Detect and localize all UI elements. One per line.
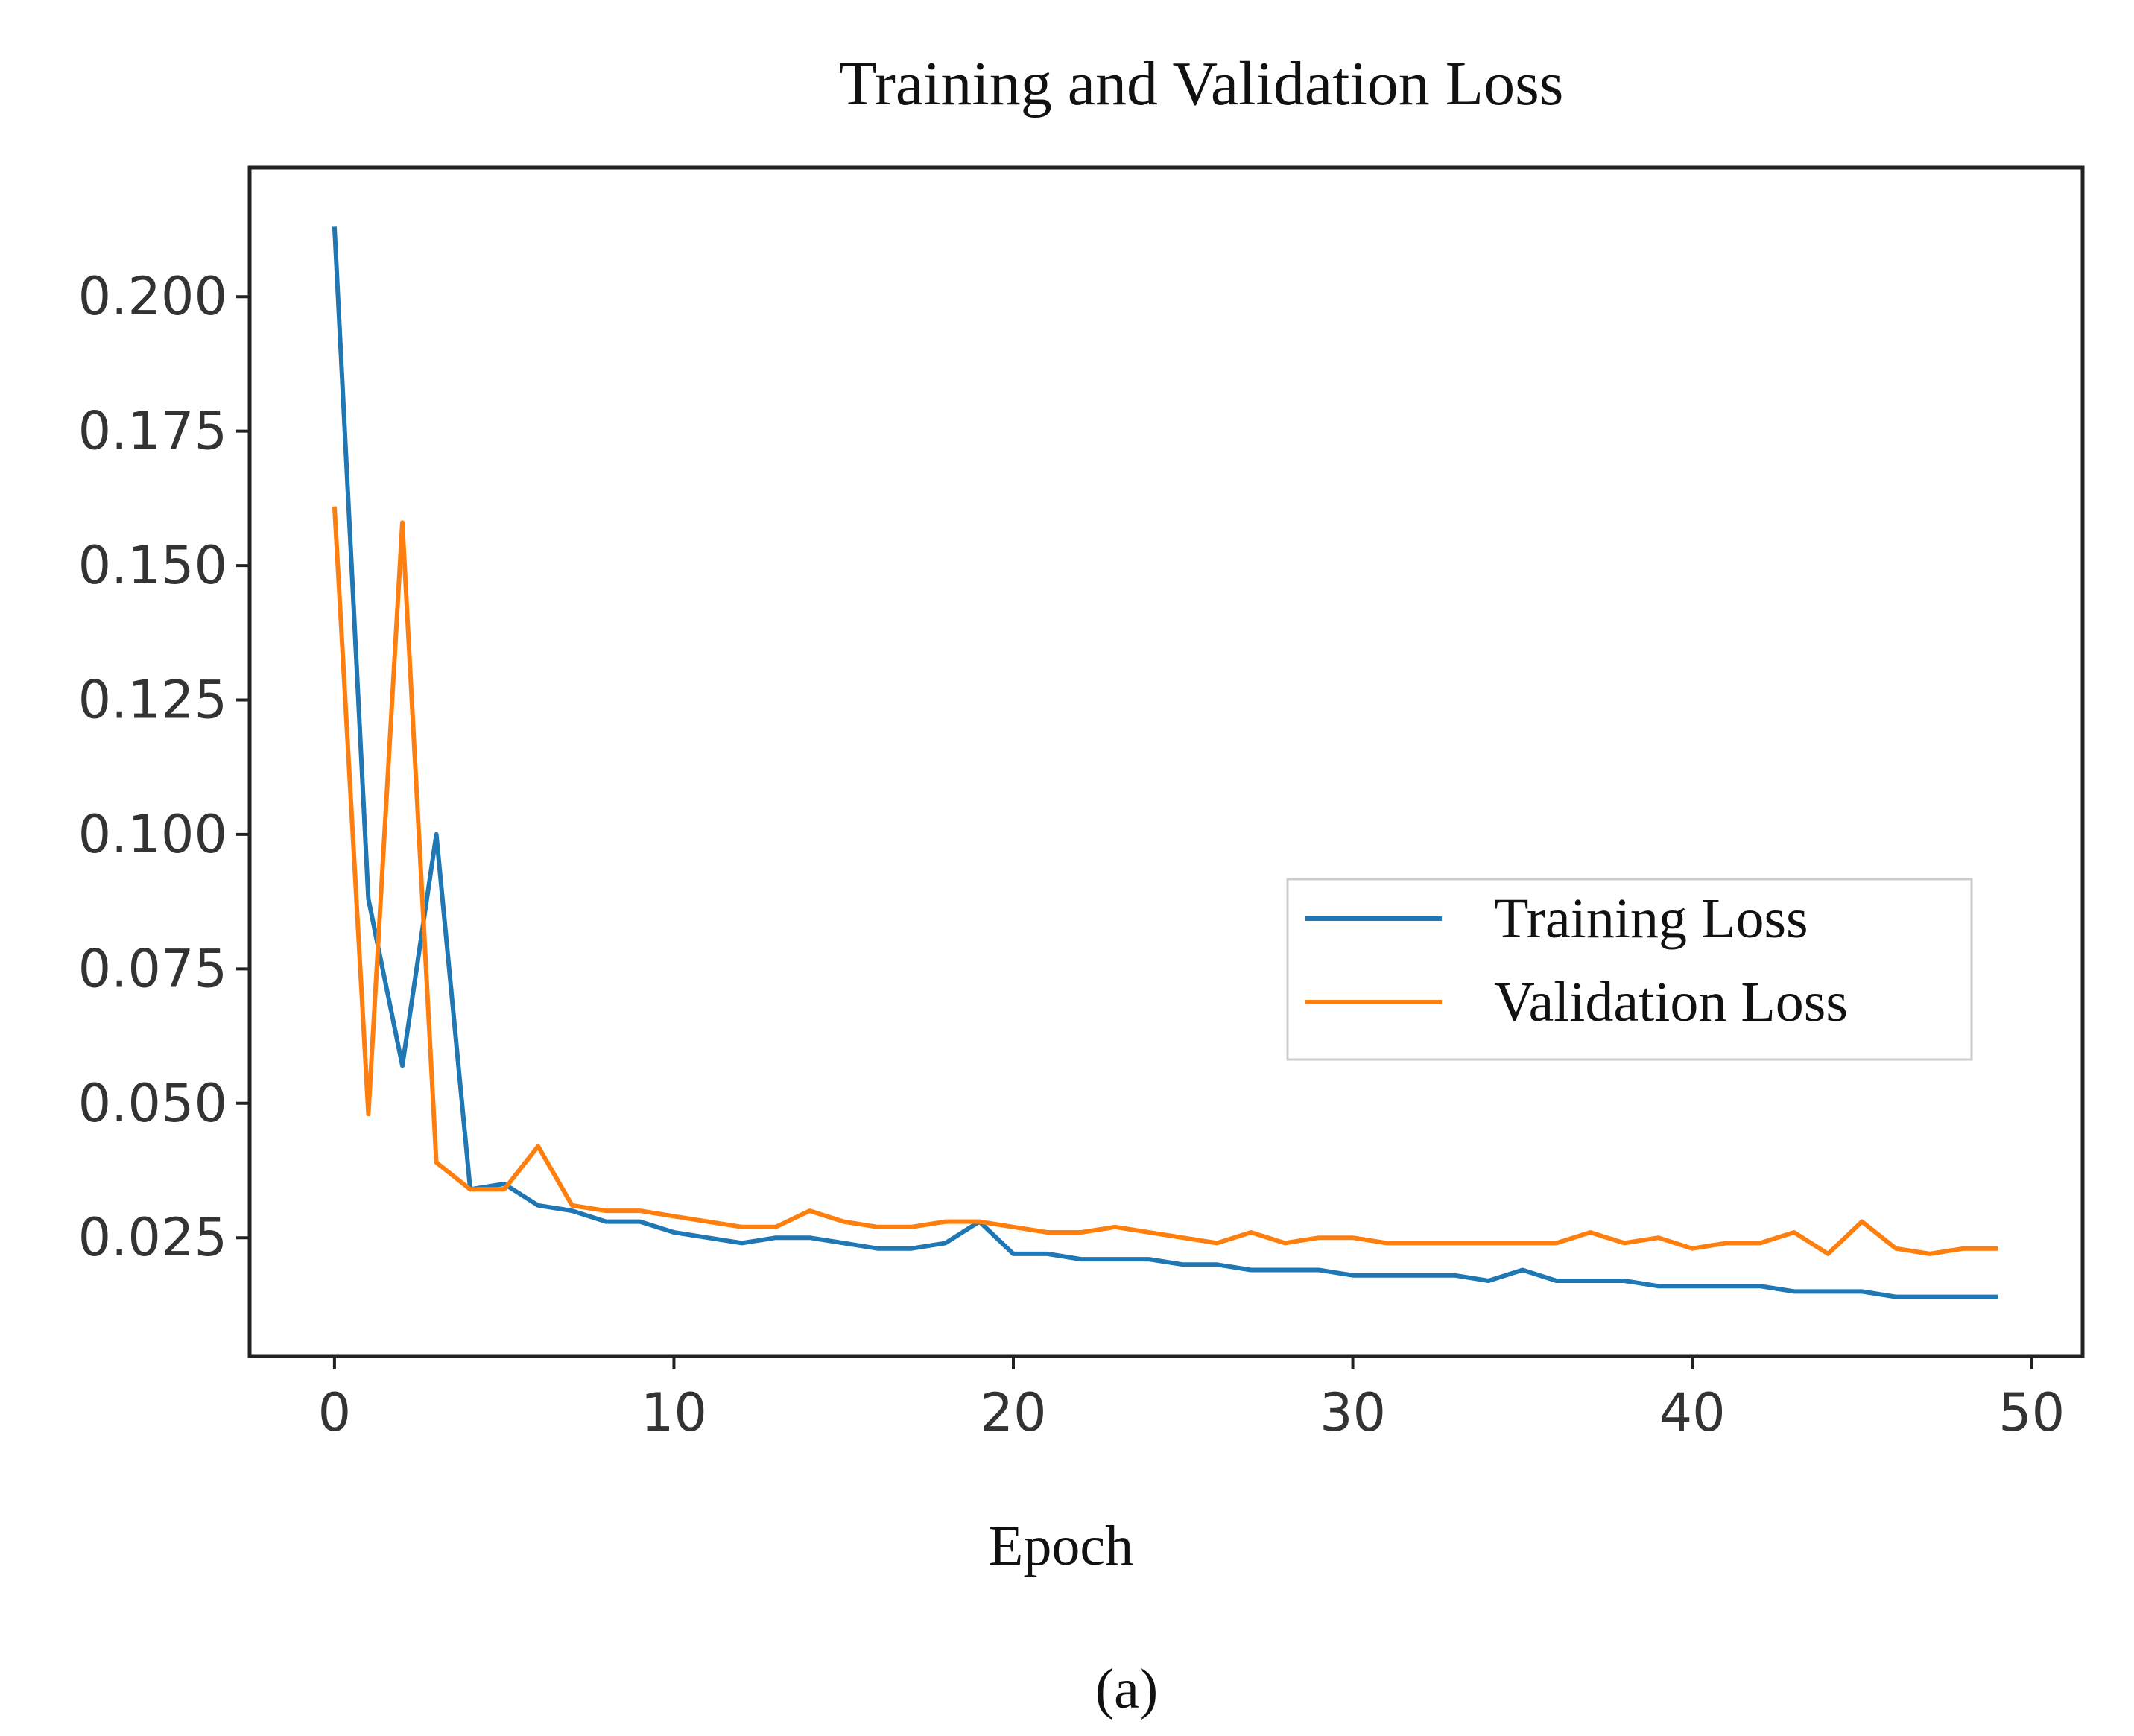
legend: Training Loss Validation Loss bbox=[1286, 878, 1973, 1061]
x-tick-label: 30 bbox=[1320, 1382, 1386, 1443]
y-tick-label: 0.100 bbox=[78, 804, 227, 865]
x-tick-label: 20 bbox=[980, 1382, 1046, 1443]
figure-caption: (a) bbox=[1095, 1658, 1158, 1720]
x-axis-label: Epoch bbox=[989, 1515, 1133, 1577]
y-tick-label: 0.075 bbox=[78, 938, 227, 999]
x-axis: 0 10 20 30 40 50 bbox=[318, 1356, 2065, 1443]
y-tick-label: 0.150 bbox=[78, 535, 227, 596]
y-tick-label: 0.175 bbox=[78, 401, 227, 462]
x-tick-label: 40 bbox=[1659, 1382, 1726, 1443]
y-axis: 0.025 0.050 0.075 0.100 0.125 0.150 0.175 0.200 bbox=[78, 266, 250, 1268]
legend-frame bbox=[1286, 878, 1973, 1061]
series-line-validation-loss bbox=[332, 506, 1998, 1256]
y-tick-label: 0.125 bbox=[78, 670, 227, 731]
y-tick-label: 0.200 bbox=[78, 266, 227, 327]
x-tick-label: 10 bbox=[641, 1382, 707, 1443]
series-line-training-loss bbox=[332, 226, 1998, 1299]
y-tick-label: 0.025 bbox=[78, 1207, 227, 1268]
x-tick-label: 0 bbox=[318, 1382, 352, 1443]
legend-label-training: Training Loss bbox=[1494, 887, 1808, 950]
plot-frame bbox=[247, 165, 2085, 1358]
x-tick-label: 50 bbox=[1998, 1382, 2065, 1443]
series-layer bbox=[332, 226, 1998, 1299]
chart-title: Training and Validation Loss bbox=[838, 49, 1563, 118]
legend-label-validation: Validation Loss bbox=[1494, 971, 1848, 1033]
y-tick-label: 0.050 bbox=[78, 1073, 227, 1134]
